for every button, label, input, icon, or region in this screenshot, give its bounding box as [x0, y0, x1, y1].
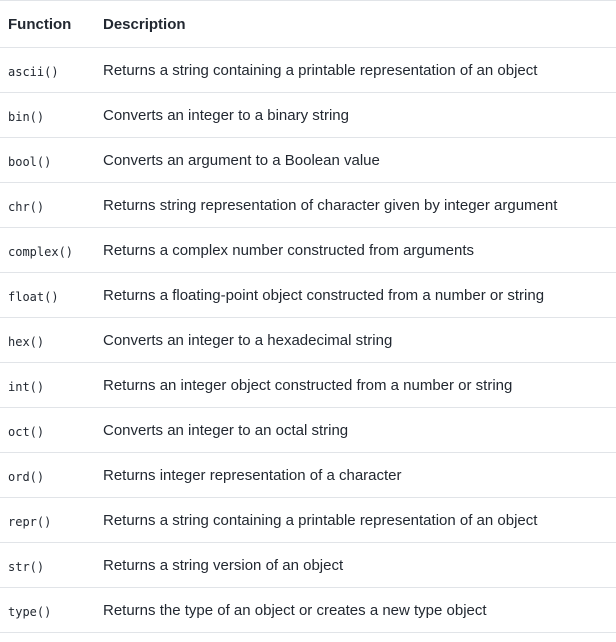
function-description-cell: Converts an integer to a binary string: [95, 92, 616, 138]
function-description-cell: Converts an integer to an octal string: [95, 407, 616, 453]
table-row: ascii() Returns a string containing a pri…: [0, 47, 616, 93]
table-header-row: Function Description: [0, 0, 616, 48]
table-row: float() Returns a floating-point object c…: [0, 272, 616, 318]
function-description-cell: Converts an integer to a hexadecimal str…: [95, 317, 616, 363]
header-function: Function: [0, 0, 95, 48]
function-description-cell: Returns the type of an object or creates…: [95, 587, 616, 633]
function-description-cell: Returns integer representation of a char…: [95, 452, 616, 498]
table-row: ord() Returns integer representation of a…: [0, 452, 616, 498]
function-description-cell: Returns a string containing a printable …: [95, 47, 616, 93]
function-name-cell: str(): [0, 542, 95, 588]
function-name-cell: chr(): [0, 182, 95, 228]
function-name-cell: repr(): [0, 497, 95, 543]
function-description-cell: Converts an argument to a Boolean value: [95, 137, 616, 183]
function-name-cell: complex(): [0, 227, 95, 273]
function-name-cell: float(): [0, 272, 95, 318]
function-description-cell: Returns a string containing a printable …: [95, 497, 616, 543]
function-name-cell: bool(): [0, 137, 95, 183]
table-row: str() Returns a string version of an obje…: [0, 542, 616, 588]
function-description-cell: Returns an integer object constructed fr…: [95, 362, 616, 408]
function-name-cell: int(): [0, 362, 95, 408]
table-row: type() Returns the type of an object or c…: [0, 587, 616, 633]
header-description: Description: [95, 0, 616, 48]
function-name-cell: oct(): [0, 407, 95, 453]
function-name-cell: ord(): [0, 452, 95, 498]
function-description-cell: Returns string representation of charact…: [95, 182, 616, 228]
function-description-cell: Returns a complex number constructed fro…: [95, 227, 616, 273]
table-row: bool() Converts an argument to a Boolean …: [0, 137, 616, 183]
function-name-cell: bin(): [0, 92, 95, 138]
table-row: bin() Converts an integer to a binary str…: [0, 92, 616, 138]
table-row: int() Returns an integer object construct…: [0, 362, 616, 408]
table-row: complex() Returns a complex number constr…: [0, 227, 616, 273]
function-description-cell: Returns a floating-point object construc…: [95, 272, 616, 318]
table-row: hex() Converts an integer to a hexadecima…: [0, 317, 616, 363]
function-name-cell: ascii(): [0, 47, 95, 93]
function-name-cell: hex(): [0, 317, 95, 363]
function-description-cell: Returns a string version of an object: [95, 542, 616, 588]
table-row: chr() Returns string representation of ch…: [0, 182, 616, 228]
table-row: oct() Converts an integer to an octal str…: [0, 407, 616, 453]
table-row: repr() Returns a string containing a prin…: [0, 497, 616, 543]
function-name-cell: type(): [0, 587, 95, 633]
